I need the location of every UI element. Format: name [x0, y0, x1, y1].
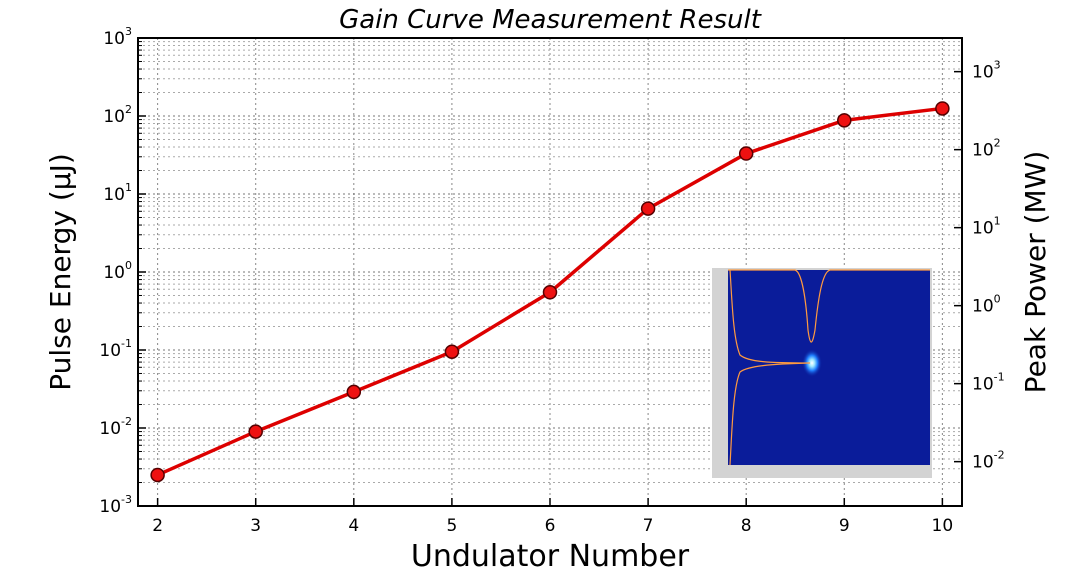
y-tick-label: 101	[103, 181, 132, 205]
data-point	[738, 146, 754, 161]
y2-axis-label: Peak Power (MW)	[1019, 151, 1052, 394]
axis-ticks: 2 3 4 5 6 7 8 9 10 10-3 10-2 10-1 100 101 102 103 10-2 10…	[99, 25, 1004, 536]
x-axis-label: Undulator Number	[411, 539, 690, 574]
x-tick-label: 8	[741, 516, 752, 536]
data-point	[444, 344, 460, 359]
data-point	[346, 384, 362, 400]
x-tick-label: 4	[348, 516, 359, 536]
x-tick-label: 6	[545, 516, 556, 536]
y-tick-label: 103	[103, 25, 132, 49]
beam-spot	[802, 349, 822, 377]
y-tick-label: 10-2	[99, 415, 132, 439]
x-tick-label: 10	[932, 516, 954, 536]
y-tick-label: 100	[103, 259, 132, 283]
y-tick-label: 102	[103, 103, 132, 127]
data-point	[837, 113, 852, 128]
y2-tick-label: 103	[972, 59, 1001, 83]
y-axis-label: Pulse Energy (μJ)	[44, 153, 77, 390]
y2-tick-label: 10-1	[972, 371, 1005, 395]
y2-tick-label: 101	[972, 215, 1001, 239]
data-point	[542, 285, 558, 300]
y2-tick-label: 100	[972, 293, 1001, 317]
beam-profile-inset	[712, 268, 932, 478]
data-point	[935, 101, 950, 116]
x-tick-label: 2	[152, 516, 163, 536]
y2-tick-label: 10-2	[972, 449, 1005, 473]
y-tick-label: 10-1	[99, 337, 132, 361]
x-tick-label: 9	[839, 516, 850, 536]
x-tick-label: 3	[250, 516, 261, 536]
y2-tick-label: 102	[972, 137, 1001, 161]
data-point	[640, 201, 656, 216]
chart-title: Gain Curve Measurement Result	[339, 5, 762, 35]
x-tick-label: 7	[643, 516, 654, 536]
x-tick-label: 5	[446, 516, 457, 536]
profile-curve-y	[729, 269, 811, 466]
data-point	[248, 424, 263, 439]
data-point	[150, 467, 165, 483]
series-group	[150, 101, 950, 483]
y-tick-label: 10-3	[99, 493, 132, 517]
profile-curve-x	[728, 269, 930, 343]
